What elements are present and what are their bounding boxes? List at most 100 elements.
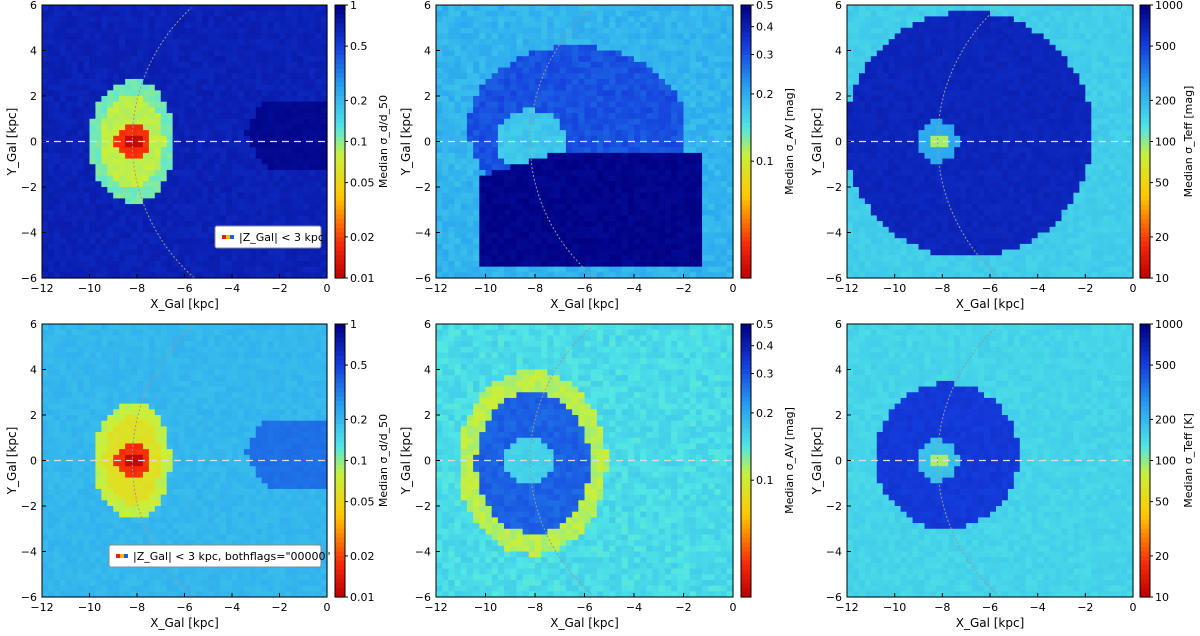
heatmap-cell — [166, 221, 174, 228]
heatmap-cell — [95, 147, 102, 154]
heatmap-cell — [535, 96, 542, 103]
heatmap-cell — [255, 44, 263, 52]
heatmap-cell — [214, 169, 221, 177]
heatmap-cell — [166, 232, 174, 239]
heatmap-cell — [714, 39, 722, 46]
heatmap-cell — [565, 22, 573, 29]
heatmap-cell — [858, 181, 866, 188]
heatmap-cell — [702, 215, 709, 222]
heatmap-cell — [131, 96, 138, 103]
heatmap-cell — [677, 226, 685, 234]
heatmap-cell — [864, 56, 872, 63]
heatmap-cell — [640, 255, 647, 262]
heatmap-cell — [609, 266, 617, 273]
heatmap-cell — [436, 107, 443, 114]
heatmap-cell — [634, 90, 641, 97]
heatmap-cell — [255, 141, 263, 148]
heatmap-cell — [621, 181, 629, 188]
heatmap-cell — [232, 249, 239, 256]
heatmap-cell — [261, 56, 269, 63]
heatmap-cell — [101, 67, 108, 74]
heatmap-cell — [578, 232, 586, 239]
heatmap-cell — [615, 181, 623, 188]
heatmap-cell — [220, 215, 227, 222]
heatmap-cell — [137, 56, 144, 63]
heatmap-cell — [708, 169, 716, 177]
heatmap-cell — [77, 232, 85, 239]
heatmap-cell — [442, 130, 449, 137]
heatmap-cell — [559, 118, 567, 126]
heatmap-cell — [609, 90, 617, 97]
heatmap-cell — [42, 27, 49, 35]
heatmap-cell — [107, 118, 114, 126]
heatmap-cell — [148, 181, 156, 188]
heatmap-cell — [615, 272, 623, 279]
heatmap-cell — [107, 209, 114, 217]
heatmap-cell — [214, 50, 221, 57]
heatmap-cell — [42, 10, 49, 17]
heatmap-cell — [131, 198, 138, 205]
heatmap-cell — [852, 215, 860, 222]
heatmap-cell — [220, 204, 227, 211]
heatmap-cell — [708, 215, 716, 222]
heatmap-cell — [442, 266, 449, 273]
heatmap-cell — [119, 204, 126, 211]
heatmap-cell — [473, 84, 480, 91]
heatmap-cell — [208, 260, 215, 268]
heatmap-cell — [208, 84, 215, 91]
heatmap-cell — [479, 61, 487, 69]
heatmap-cell — [321, 135, 328, 143]
heatmap-cell — [59, 164, 67, 171]
heatmap-cell — [184, 84, 192, 91]
heatmap-cell — [172, 187, 180, 194]
heatmap-cell — [864, 22, 872, 29]
heatmap-cell — [553, 96, 561, 103]
heatmap-cell — [196, 175, 203, 182]
heatmap-cell — [297, 158, 304, 165]
heatmap-cell — [677, 198, 685, 205]
heatmap-cell — [148, 272, 156, 279]
heatmap-cell — [454, 187, 462, 194]
heatmap-cell — [202, 73, 209, 80]
colorbar-segment — [741, 5, 751, 11]
heatmap-cell — [166, 118, 174, 126]
heatmap-cell — [148, 78, 156, 86]
heatmap-cell — [83, 27, 91, 35]
heatmap-cell — [291, 44, 298, 52]
heatmap-cell — [178, 158, 186, 165]
heatmap-cell — [237, 221, 245, 228]
x-axis-label: X_Gal [kpc] — [150, 297, 219, 311]
heatmap-cell — [491, 113, 499, 120]
heatmap-cell — [297, 33, 304, 40]
heatmap-cell — [473, 135, 480, 143]
heatmap-cell — [702, 181, 709, 188]
heatmap-cell — [572, 39, 579, 46]
heatmap-cell — [267, 181, 275, 188]
heatmap-cell — [119, 158, 126, 165]
heatmap-cell — [166, 10, 174, 17]
heatmap-cell — [249, 135, 257, 143]
heatmap-cell — [95, 130, 102, 137]
heatmap-cell — [202, 22, 209, 29]
heatmap-cell — [553, 130, 561, 137]
heatmap-cell — [160, 164, 168, 171]
heatmap-cell — [148, 44, 156, 52]
heatmap-cell — [442, 238, 449, 245]
heatmap-cell — [178, 50, 186, 57]
heatmap-cell — [297, 164, 304, 171]
heatmap-cell — [226, 101, 233, 108]
heatmap-cell — [119, 22, 126, 29]
heatmap-cell — [596, 209, 604, 217]
colorbar-segment — [335, 23, 345, 29]
heatmap-cell — [148, 16, 156, 23]
heatmap-cell — [77, 266, 85, 273]
heatmap-cell — [510, 164, 518, 171]
heatmap-cell — [291, 272, 298, 279]
heatmap-cell — [479, 44, 487, 52]
heatmap-cell — [714, 187, 722, 194]
heatmap-cell — [113, 260, 120, 268]
heatmap-cell — [119, 27, 126, 35]
heatmap-cell — [677, 232, 685, 239]
heatmap-cell — [621, 141, 629, 148]
heatmap-cell — [504, 33, 511, 40]
